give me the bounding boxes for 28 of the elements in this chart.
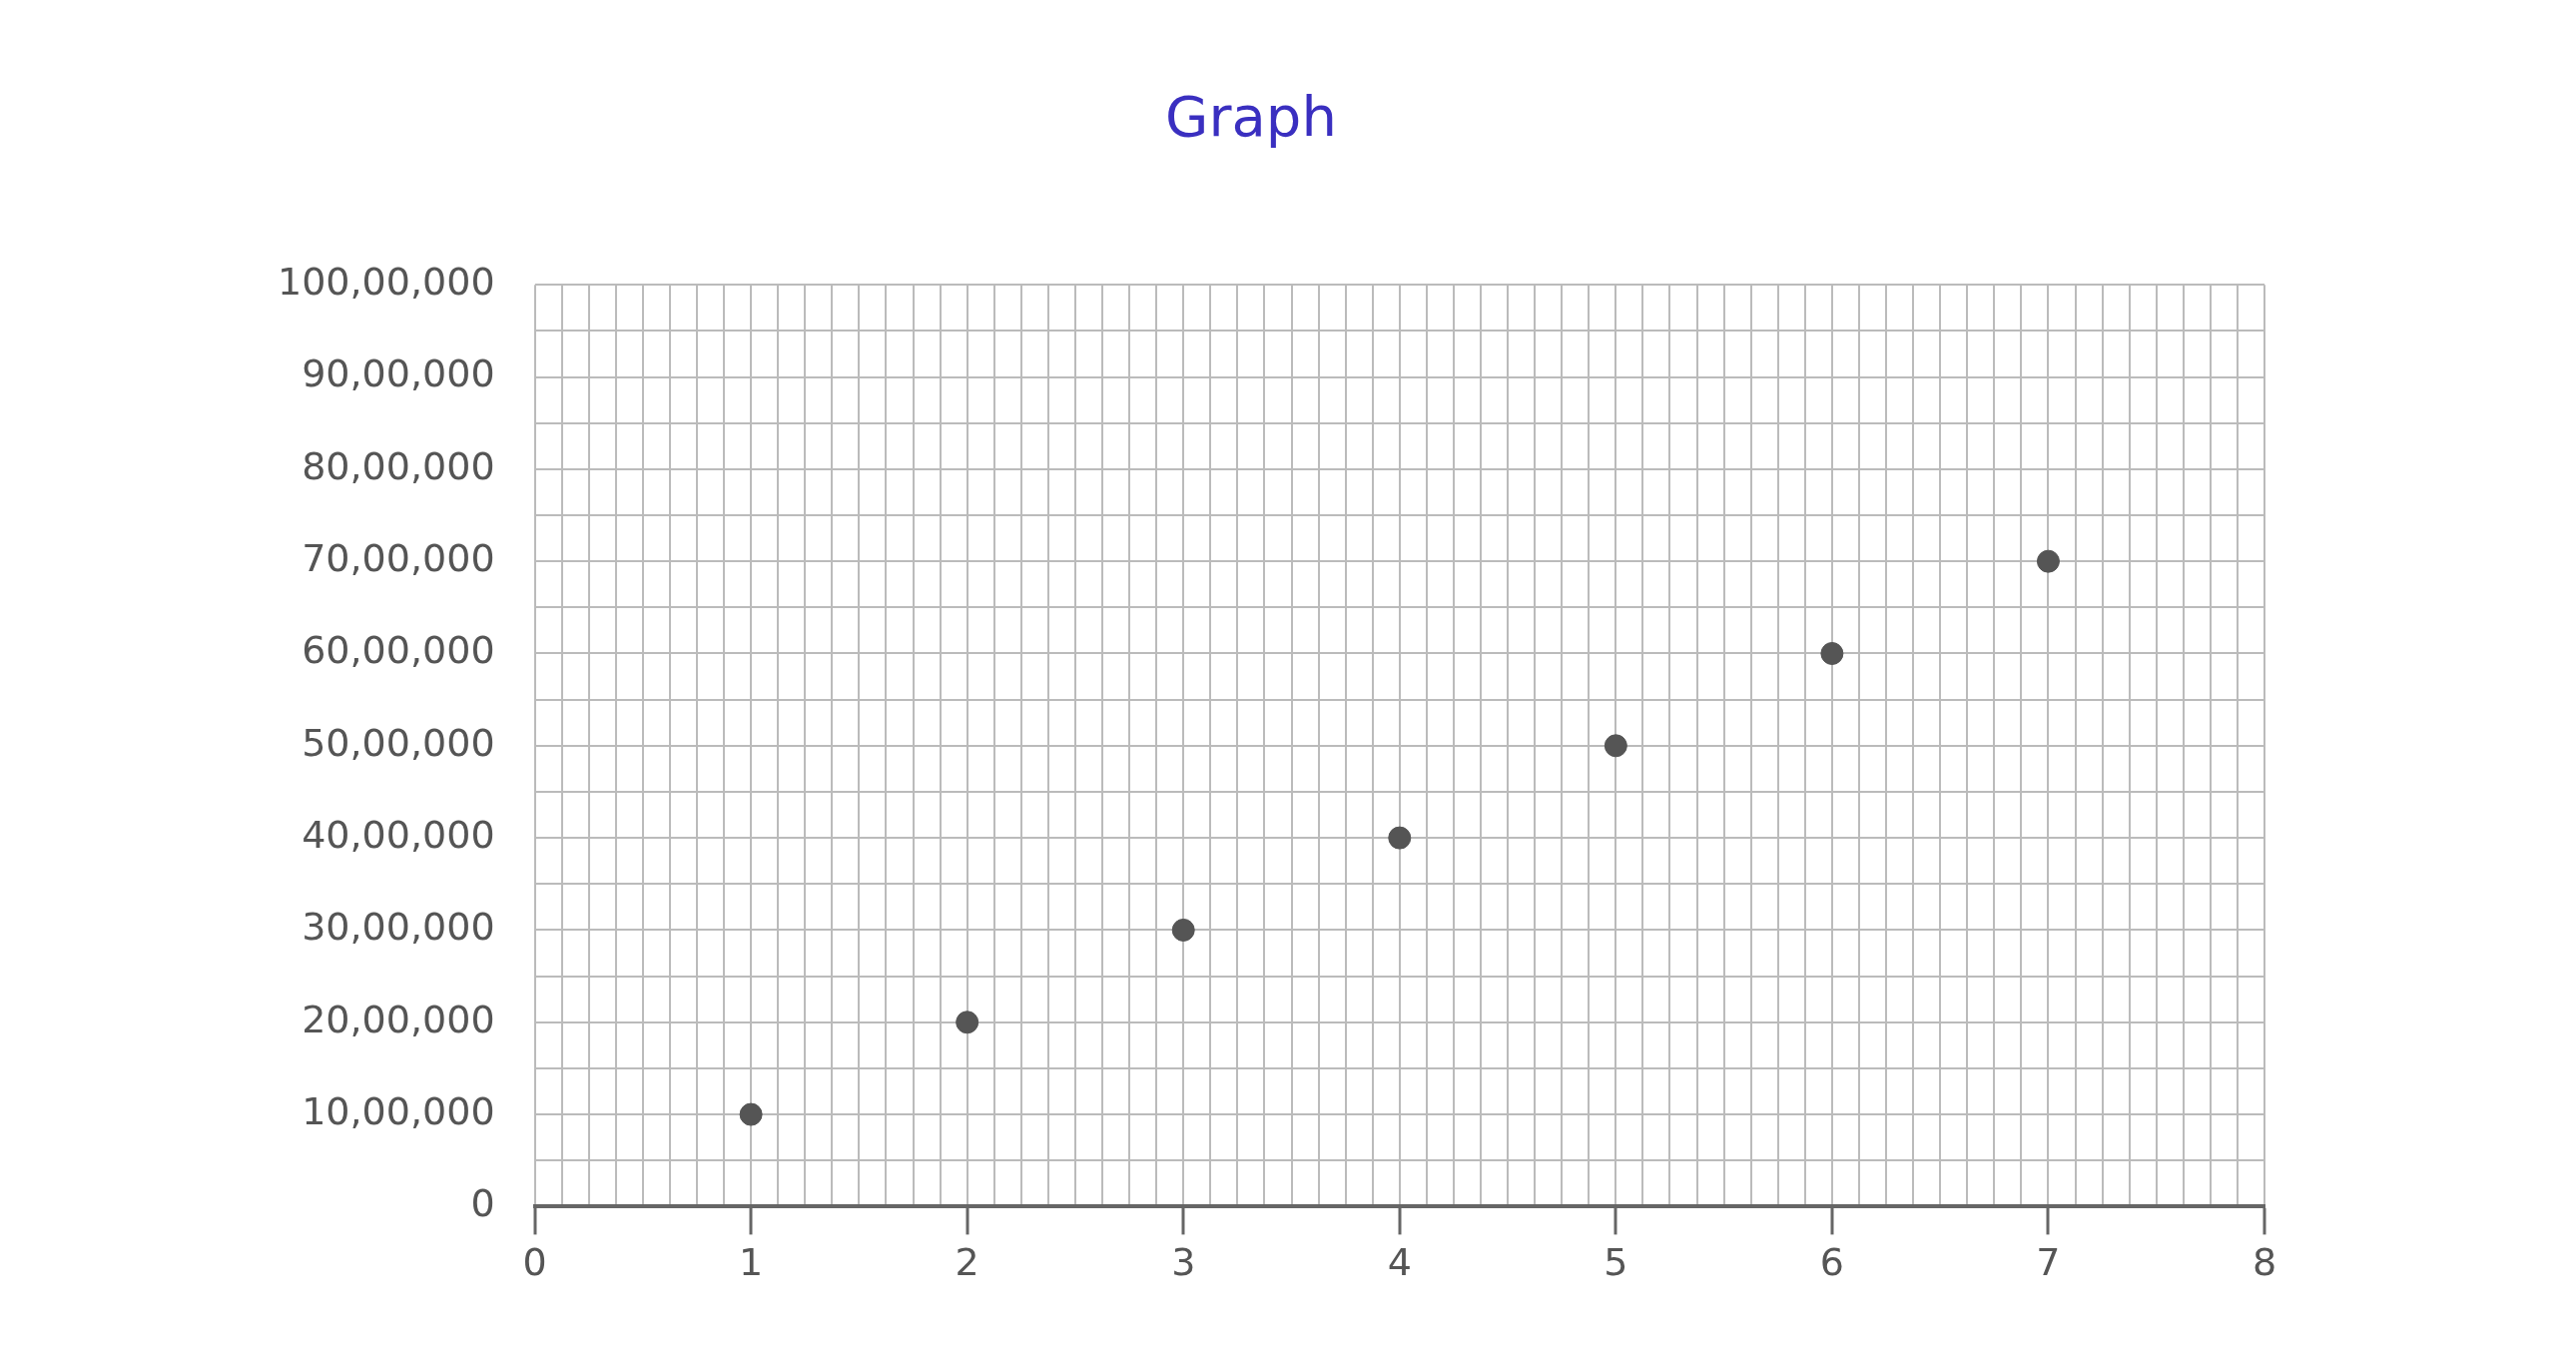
y-tick-label: 10,00,000 (302, 1088, 495, 1133)
x-tick-label: 4 (1387, 1240, 1412, 1285)
x-tick-label: 2 (955, 1240, 979, 1285)
y-tick-label: 100,00,000 (277, 260, 495, 305)
x-tick-label: 7 (2036, 1240, 2061, 1285)
y-tick-label: 40,00,000 (302, 812, 495, 857)
y-tick-label: 70,00,000 (302, 536, 495, 581)
point (739, 1102, 763, 1126)
y-tick-label: 50,00,000 (302, 720, 495, 765)
chart-title: Graph (1165, 84, 1337, 150)
y-tick-label: 60,00,000 (302, 628, 495, 673)
x-tick-label: 3 (1171, 1240, 1196, 1285)
x-tick-label: 1 (739, 1240, 764, 1285)
point (2036, 549, 2060, 573)
y-tick-label: 0 (470, 1181, 495, 1226)
y-tick-label: 20,00,000 (302, 997, 495, 1041)
x-tick-label: 5 (1604, 1240, 1628, 1285)
y-tick-label: 90,00,000 (302, 351, 495, 396)
y-tick-label: 80,00,000 (302, 443, 495, 488)
point (1388, 826, 1412, 850)
point (1820, 641, 1844, 665)
x-tick-label: 0 (522, 1240, 547, 1285)
point (956, 1011, 979, 1034)
x-tick-label: 6 (1819, 1240, 1844, 1285)
x-tick-label: 8 (2252, 1240, 2277, 1285)
point (1171, 918, 1195, 942)
point (1604, 734, 1627, 758)
y-tick-label: 30,00,000 (302, 905, 495, 950)
